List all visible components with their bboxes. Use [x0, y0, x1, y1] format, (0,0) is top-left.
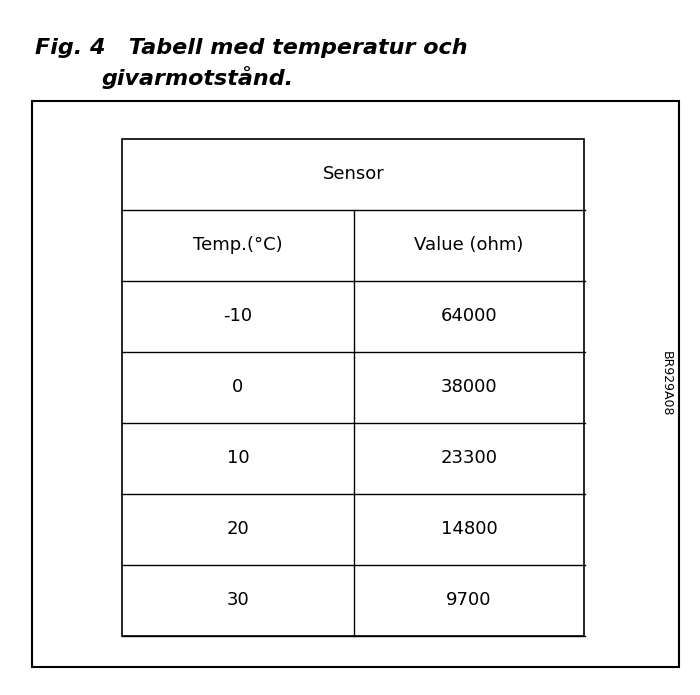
Text: BR929A08: BR929A08 — [660, 351, 673, 417]
Text: 30: 30 — [227, 591, 249, 610]
Text: 38000: 38000 — [441, 379, 497, 396]
Text: -10: -10 — [223, 307, 253, 325]
Text: 9700: 9700 — [447, 591, 491, 610]
Text: 0: 0 — [232, 379, 244, 396]
Text: 20: 20 — [227, 521, 249, 539]
Text: Sensor: Sensor — [323, 165, 384, 183]
Text: Value (ohm): Value (ohm) — [414, 236, 524, 254]
Text: 64000: 64000 — [441, 307, 497, 325]
Text: Fig. 4   Tabell med temperatur och: Fig. 4 Tabell med temperatur och — [35, 38, 468, 58]
Text: givarmotstånd.: givarmotstånd. — [102, 66, 293, 89]
Text: 14800: 14800 — [440, 521, 498, 539]
Bar — [122, 139, 584, 636]
Text: Temp.(°C): Temp.(°C) — [193, 236, 283, 254]
Text: 23300: 23300 — [440, 450, 498, 468]
Text: 10: 10 — [227, 450, 249, 468]
Bar — [32, 101, 679, 667]
